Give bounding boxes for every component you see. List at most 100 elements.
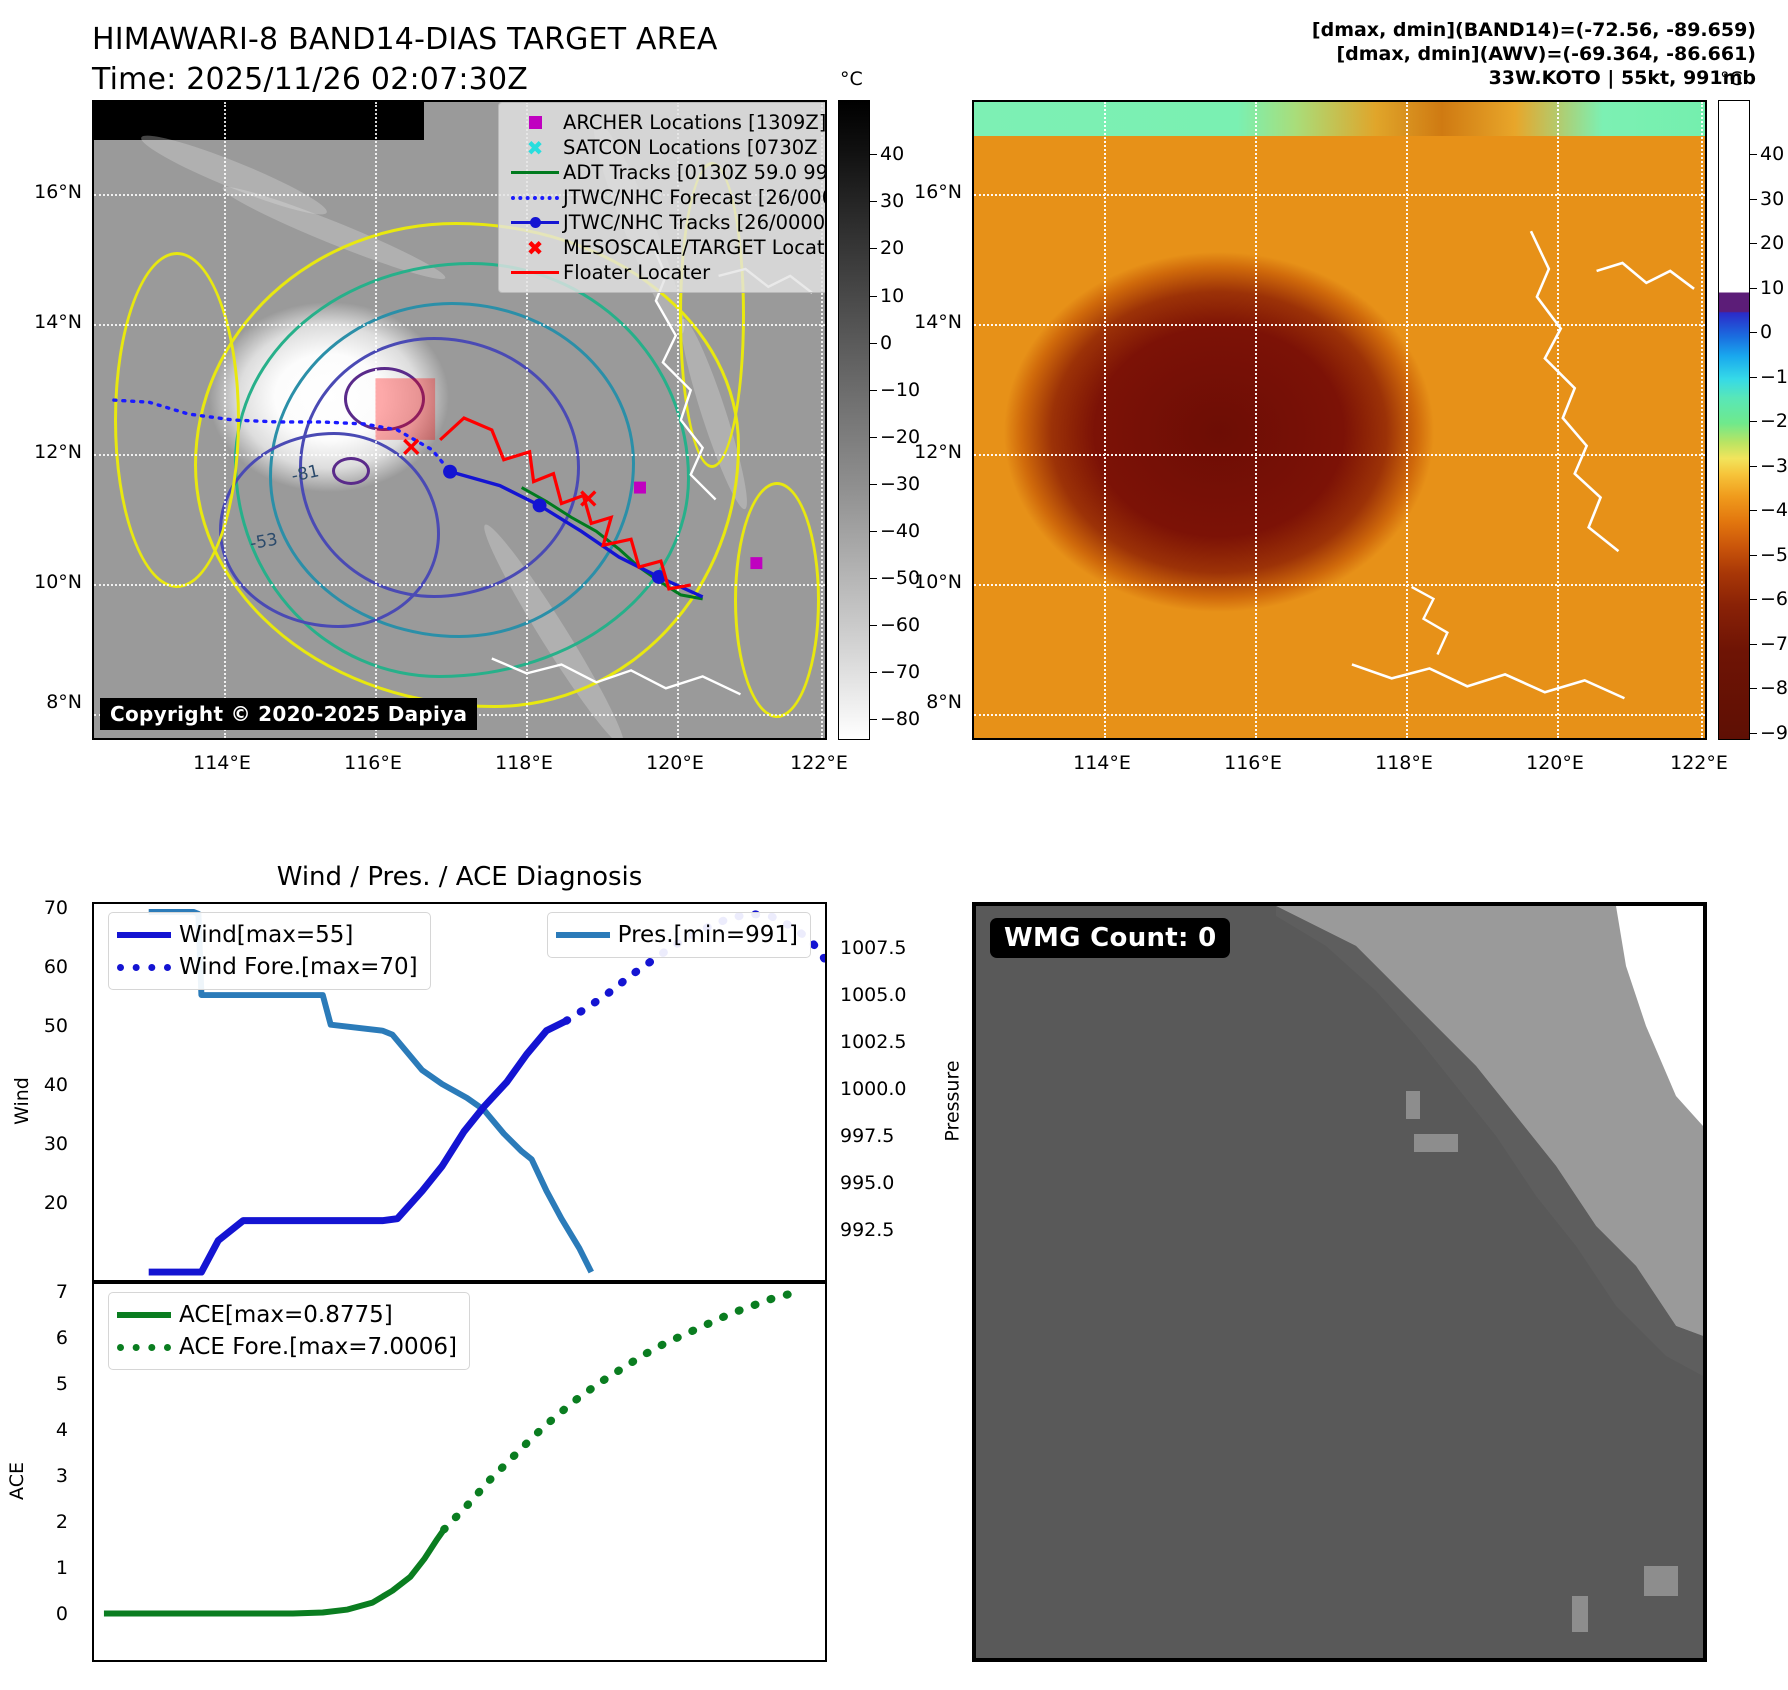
dotted-line-icon	[117, 963, 179, 971]
ir-colorbar-unit: °C	[840, 68, 863, 90]
colorbar-tick-label: 30	[1760, 187, 1785, 210]
pressure-legend: Pres.[min=991]	[546, 912, 811, 958]
ace-ytick: 3	[55, 1465, 68, 1487]
coastline	[1351, 663, 1625, 700]
legend-item: JTWC/NHC Forecast [26/0000Z]	[507, 185, 825, 210]
ir-ytick: 10°N	[34, 571, 82, 593]
wmg-pixel	[1572, 1596, 1588, 1632]
ace-plot	[103, 1289, 795, 1617]
ace-ytick: 4	[55, 1419, 68, 1441]
colorbar-tick-label: −40	[1760, 499, 1788, 522]
diagnosis-title: Wind / Pres. / ACE Diagnosis	[276, 862, 643, 892]
mesoscale-target-marker	[403, 438, 420, 455]
dotted-line-icon	[117, 1343, 179, 1351]
legend-item: ✖ SATCON Locations [0730Z 38 999]	[507, 135, 825, 160]
grid-line-lat	[94, 584, 825, 586]
colorbar-tick-mark	[870, 530, 877, 532]
floater-locater-path	[439, 416, 692, 591]
ir-nodata-region	[94, 102, 424, 140]
ir-xtick: 114°E	[193, 752, 251, 774]
ir-xtick: 122°E	[790, 752, 848, 774]
pressure-ytick: 1000.0	[840, 1078, 907, 1100]
ace-axis-label: ACE	[5, 1462, 28, 1500]
grid-line-lon	[821, 102, 823, 738]
wmg-count-badge: WMG Count: 0	[990, 918, 1231, 958]
colorbar-tick-mark	[1750, 465, 1757, 467]
grid-line-lon	[1255, 102, 1257, 738]
wmg-microwave-panel[interactable]: WMG Count: 0	[972, 902, 1707, 1662]
colorbar-tick-label: 40	[880, 143, 905, 166]
mesoscale-target-marker	[580, 490, 597, 507]
wmg-pixel	[1414, 1134, 1458, 1152]
legend-item: Pres.[min=991]	[555, 919, 798, 951]
floater-locater-box	[375, 378, 436, 440]
wmg-pixel	[1644, 1566, 1678, 1596]
pressure-ytick: 992.5	[840, 1219, 895, 1241]
blue-dotted-line-icon	[507, 195, 563, 200]
colorbar-tick-mark	[1750, 554, 1757, 556]
bd-xtick: 116°E	[1224, 752, 1282, 774]
grid-line-lon	[224, 102, 226, 738]
himawari-band14-ir-map[interactable]: -81 -53 ARCHER Locations [1309Z] ✖ SATCO…	[92, 100, 827, 740]
ace-chart[interactable]: ACE[max=0.8775] ACE Fore.[max=7.0006]	[92, 1282, 827, 1662]
ir-colorbar[interactable]	[838, 100, 870, 740]
legend-item: Floater Locater	[507, 260, 825, 285]
colorbar-tick-label: −80	[1760, 677, 1788, 700]
colorbar-tick-mark	[870, 389, 877, 391]
colorbar-tick-mark	[1750, 599, 1757, 601]
wind-legend: Wind[max=55] Wind Fore.[max=70]	[108, 912, 431, 990]
awv-bd-enhanced-map[interactable]	[972, 100, 1707, 740]
ir-contour-label: -53	[248, 529, 279, 553]
legend-label: ACE[max=0.8775]	[179, 1302, 393, 1328]
colorbar-tick-label: 10	[1760, 276, 1785, 299]
storm-summary: 33W.KOTO | 55kt, 991mb	[1488, 67, 1756, 89]
colorbar-tick-mark	[1750, 421, 1757, 423]
wind-ytick: 60	[43, 956, 68, 978]
wind-ytick: 20	[43, 1192, 68, 1214]
awv-dmax-dmin: [dmax, dmin](AWV)=(-69.364, -86.661)	[1336, 43, 1756, 65]
colorbar-tick-mark	[870, 295, 877, 297]
grid-line-lon	[1104, 102, 1106, 738]
legend-label: Wind Fore.[max=70]	[179, 954, 418, 980]
wind-pressure-chart[interactable]: Wind[max=55] Wind Fore.[max=70] Pres.[mi…	[92, 902, 827, 1282]
colorbar-tick-label: −10	[880, 378, 921, 401]
jtwc-nhc-forecast-track	[112, 398, 452, 474]
grid-line-lon	[375, 102, 377, 738]
wmg-swath-mid	[1276, 906, 1703, 1376]
grid-line-lon	[1557, 102, 1559, 738]
wmg-swath-shapes	[1276, 906, 1703, 1632]
pressure-ytick: 1007.5	[840, 937, 907, 959]
colorbar-tick-label: 0	[1760, 321, 1773, 344]
colorbar-tick-label: −20	[880, 425, 921, 448]
colorbar-tick-label: −40	[880, 519, 921, 542]
bd-ytick: 16°N	[914, 181, 962, 203]
legend-label: SATCON Locations [0730Z 38 999]	[563, 136, 825, 159]
legend-label: JTWC/NHC Forecast [26/0000Z]	[563, 186, 825, 209]
ace-ytick: 1	[55, 1557, 68, 1579]
blue-line-marker-icon	[507, 217, 563, 228]
bd-xtick: 114°E	[1073, 752, 1131, 774]
ace-ytick: 6	[55, 1327, 68, 1349]
green-line-icon	[507, 171, 563, 174]
ir-xtick: 118°E	[495, 752, 553, 774]
bd-colorbar[interactable]	[1718, 100, 1750, 740]
bd-xtick: 122°E	[1670, 752, 1728, 774]
ir-xtick: 120°E	[646, 752, 704, 774]
legend-item: Wind Fore.[max=70]	[117, 951, 418, 983]
colorbar-tick-label: −50	[880, 566, 921, 589]
colorbar-tick-mark	[870, 201, 877, 203]
bd-imagery	[974, 102, 1705, 738]
ace-ytick: 7	[55, 1281, 68, 1303]
colorbar-tick-label: −50	[1760, 543, 1788, 566]
ace-series	[103, 1527, 447, 1617]
colorbar-tick-mark	[870, 342, 877, 344]
grid-line-lon	[1701, 102, 1703, 738]
ir-contour-label: -81	[290, 460, 321, 485]
archer-location-marker	[750, 557, 763, 570]
colorbar-tick-label: 20	[880, 237, 905, 260]
colorbar-tick-label: 0	[880, 331, 893, 354]
colorbar-tick-label: 10	[880, 284, 905, 307]
wmg-swath-light	[1276, 906, 1703, 1336]
ace-ytick: 0	[55, 1603, 68, 1625]
band14-dmax-dmin: [dmax, dmin](BAND14)=(-72.56, -89.659)	[1311, 19, 1756, 41]
